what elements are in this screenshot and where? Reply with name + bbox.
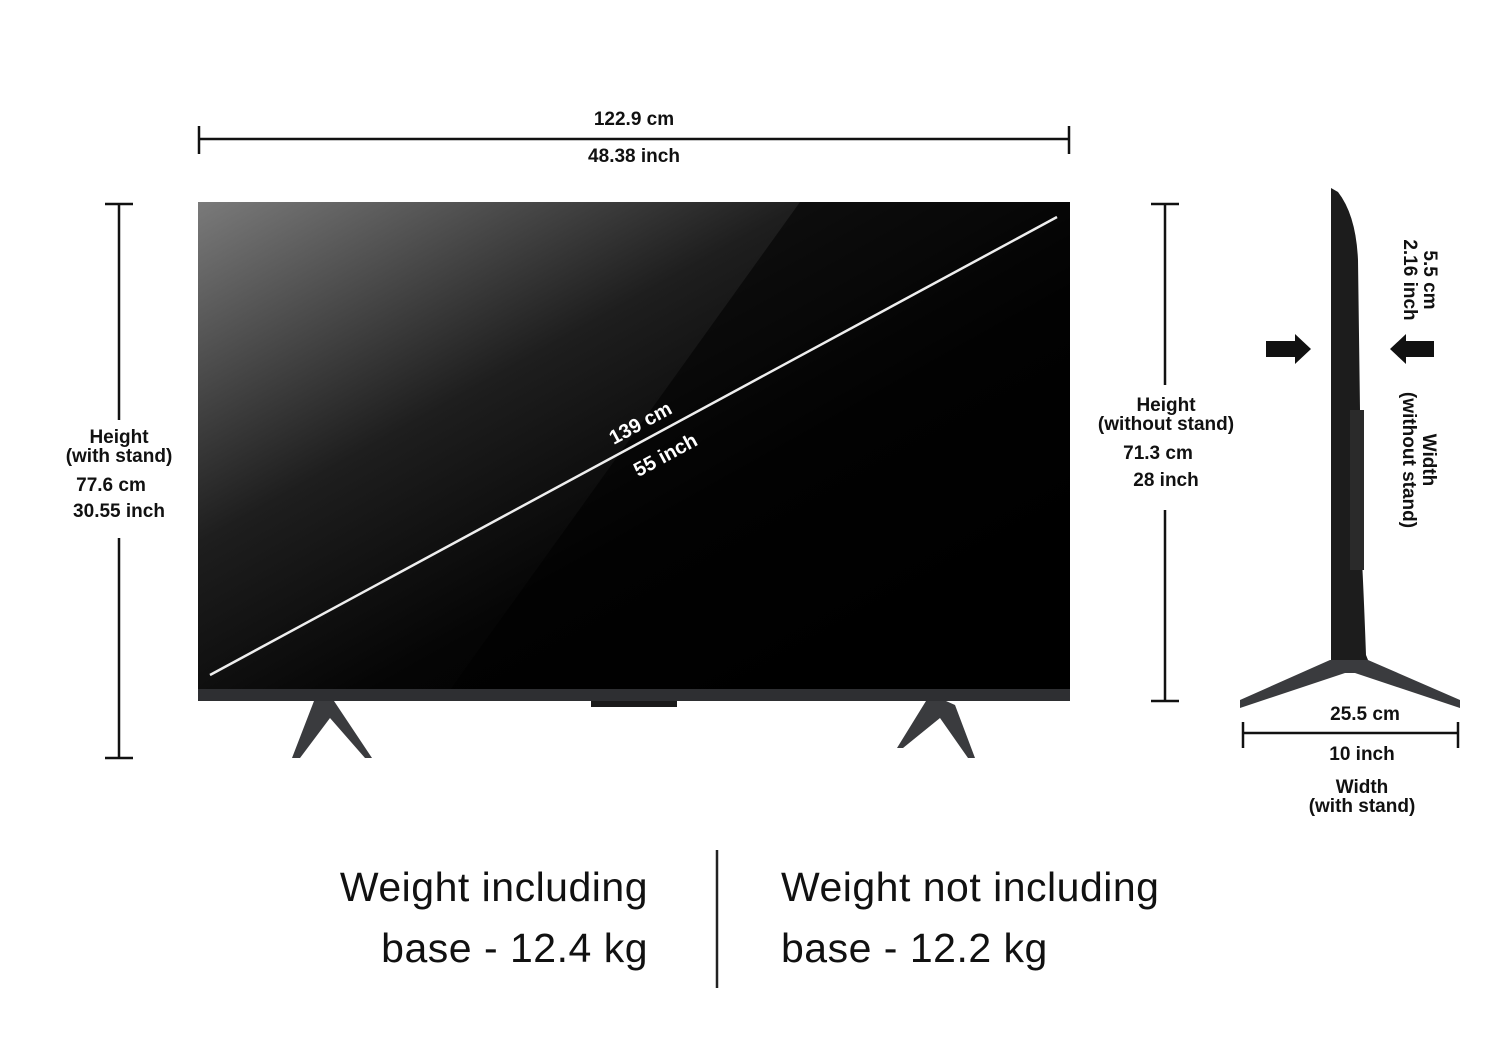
width-inch-label: 48.38 inch — [588, 146, 680, 167]
height-without-stand-line — [1151, 202, 1179, 703]
height-without-stand-cm: 71.3 cm — [1123, 443, 1193, 464]
side-depth-subtitle: (without stand) — [1398, 391, 1419, 529]
width-cm-label: 122.9 cm — [593, 109, 675, 130]
stand-width-cm: 25.5 cm — [1330, 704, 1400, 725]
arrow-right-icon — [1266, 334, 1311, 364]
height-with-stand-line — [105, 202, 133, 760]
diagonal-line — [209, 215, 1058, 677]
side-depth-inch: 2.16 inch — [1399, 239, 1420, 321]
weight-without-base-line2: base - 12.2 kg — [781, 925, 1048, 971]
height-with-stand-inch: 30.55 inch — [73, 501, 165, 522]
stand-width-subtitle: (with stand) — [1308, 796, 1416, 817]
height-with-stand-title: Height — [89, 427, 149, 448]
side-depth-title: Width (without stand) — [1398, 391, 1439, 529]
arrow-left-icon — [1390, 334, 1434, 364]
height-with-stand-subtitle: (with stand) — [65, 446, 173, 467]
stand-width-line — [1241, 722, 1460, 748]
height-without-stand-title: Height — [1136, 395, 1196, 416]
tv-stand-legs — [292, 701, 975, 758]
stand-width-title: Width — [1335, 777, 1389, 798]
tv-bottom-bezel — [198, 689, 1070, 701]
height-with-stand-cm: 77.6 cm — [76, 475, 146, 496]
tv-side-view — [1240, 188, 1460, 748]
side-depth-label: 5.5 cm 2.16 inch — [1399, 239, 1440, 321]
weight-with-base-line2: base - 12.4 kg — [381, 925, 648, 971]
height-without-stand-inch: 28 inch — [1133, 470, 1199, 491]
side-depth-title-text: Width — [1418, 433, 1439, 487]
weight-without-base-line1: Weight not including — [781, 864, 1160, 910]
weight-with-base-line1: Weight including — [339, 864, 648, 910]
tv-front — [198, 202, 1070, 758]
stand-width-inch: 10 inch — [1329, 744, 1395, 765]
side-depth-cm: 5.5 cm — [1419, 250, 1440, 310]
height-without-stand-subtitle: (without stand) — [1097, 414, 1235, 435]
width-dimension-line — [197, 126, 1071, 154]
